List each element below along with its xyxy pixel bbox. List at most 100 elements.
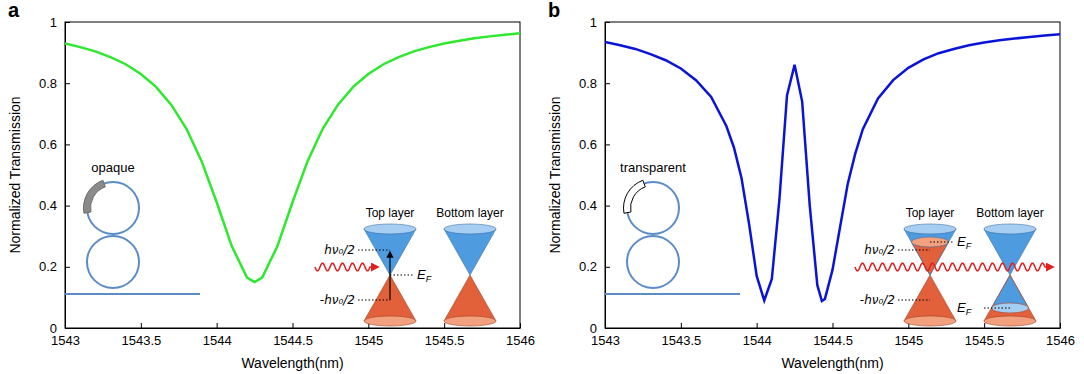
x-tick-mark [217, 323, 218, 328]
x-tick: 1545.5 [425, 323, 465, 348]
level-label: hν₀/2 [324, 243, 355, 257]
transmission-line [605, 34, 1060, 301]
y-tick-mark [65, 144, 70, 145]
y-tick-label: 1 [590, 15, 597, 30]
cone-lower [984, 275, 1036, 321]
y-tick-label: 0.8 [579, 76, 597, 91]
y-tick-mark [65, 22, 70, 23]
x-tick: 1544.5 [813, 323, 853, 348]
data-group [65, 33, 520, 282]
y-tick-mark [605, 83, 610, 84]
y-tick: 1 [50, 15, 70, 30]
y-tick-label: 0.6 [579, 137, 597, 152]
inset: transparentTop layerBottom layerhν₀/2-hν… [605, 160, 1053, 326]
plot-frame [65, 22, 520, 328]
y-tick-mark [605, 206, 610, 207]
plot-area: 15431543.515441544.515451545.5154600.20.… [7, 15, 535, 371]
x-tick-mark [984, 323, 985, 328]
x-tick-label: 1546 [1046, 333, 1075, 348]
y-tick: 0 [50, 321, 70, 336]
fermi-label: EF [957, 300, 972, 317]
plot-frame [605, 22, 1060, 328]
level-line [984, 308, 1010, 309]
x-tick: 1545.5 [965, 323, 1005, 348]
bus-waveguide [605, 293, 740, 295]
x-tick-mark [833, 323, 834, 328]
cone-lower [444, 275, 496, 321]
level-line [930, 242, 954, 243]
y-tick: 0.2 [579, 259, 610, 274]
light-arrow [315, 263, 378, 271]
level-line [898, 250, 930, 251]
x-tick-label: 1544.5 [273, 333, 313, 348]
cone-rim [444, 316, 496, 326]
cone-rim [984, 316, 1036, 326]
y-tick-label: 0.2 [579, 259, 597, 274]
x-axis: 15431543.515441544.515451545.51546 [51, 323, 535, 348]
bus-waveguide [65, 293, 200, 295]
x-tick: 1545 [354, 323, 383, 348]
cone-lower [904, 275, 956, 321]
y-axis: 0 0.2 0.4 0.6 0.8 1 [39, 15, 70, 336]
ring-label: opaque [91, 160, 134, 175]
level-line [358, 250, 390, 251]
x-tick-label: 1544 [743, 333, 772, 348]
cone-rim [444, 224, 496, 234]
x-axis-line [66, 328, 521, 329]
layer-label: Bottom layer [436, 206, 503, 220]
level-line [358, 300, 390, 301]
x-axis: 15431543.515441544.515451545.51546 [591, 323, 1075, 348]
cone-rim [904, 316, 956, 326]
y-tick: 0.8 [39, 76, 70, 91]
x-tick-label: 1543.5 [121, 333, 161, 348]
y-tick-label: 1 [50, 15, 57, 30]
cone-upper [444, 229, 496, 275]
y-tick-label: 0 [50, 321, 57, 336]
panel-label: b [548, 0, 560, 21]
x-tick-label: 1543.5 [661, 333, 701, 348]
x-tick-label: 1544.5 [813, 333, 853, 348]
x-axis-line [606, 328, 1061, 329]
cone-rim [364, 316, 416, 326]
y-tick-label: 0 [590, 321, 597, 336]
cone-rim [984, 224, 1036, 234]
y-tick-mark [65, 206, 70, 207]
light-arrow [855, 263, 1053, 271]
transmission-line [65, 33, 520, 282]
y-axis-line [65, 23, 66, 329]
y-tick: 0 [590, 321, 610, 336]
inset: opaqueTop layerBottom layerhν₀/2-hν₀/2EF [65, 160, 504, 326]
figure: 15431543.515441544.515451545.5154600.20.… [0, 0, 1084, 374]
x-tick-label: 1545 [354, 333, 383, 348]
x-tick: 1545 [894, 323, 923, 348]
cone-rim [364, 224, 416, 234]
graphene-patch [83, 180, 105, 213]
x-tick-mark [757, 323, 758, 328]
y-tick-label: 0.2 [39, 259, 57, 274]
x-tick: 1544 [203, 323, 232, 348]
y-tick-mark [65, 83, 70, 84]
y-tick: 1 [590, 15, 610, 30]
graphene-patch [623, 180, 645, 213]
y-tick: 0.6 [39, 137, 70, 152]
level-label: hν₀/2 [864, 243, 895, 257]
plot-area: 15431543.515441544.515451545.5154600.20.… [547, 15, 1075, 371]
x-tick-label: 1544 [203, 333, 232, 348]
y-tick: 0.6 [579, 137, 610, 152]
y-tick: 0.4 [39, 198, 70, 213]
x-tick: 1544.5 [273, 323, 313, 348]
level-line [390, 275, 414, 276]
x-tick-label: 1545 [894, 333, 923, 348]
transition-arrow [389, 252, 390, 300]
y-tick-label: 0.4 [579, 198, 597, 213]
y-axis-title: Normalized Transmission [7, 96, 23, 253]
panel: 15431543.515441544.515451545.5154600.20.… [547, 0, 1075, 371]
x-tick-mark [520, 323, 521, 328]
x-tick-mark [1060, 323, 1061, 328]
x-tick-label: 1546 [506, 333, 535, 348]
x-tick-mark [681, 323, 682, 328]
x-tick-mark [293, 323, 294, 328]
y-tick-label: 0.8 [39, 76, 57, 91]
x-tick: 1543.5 [121, 323, 161, 348]
y-axis: 0 0.2 0.4 0.6 0.8 1 [579, 15, 610, 336]
